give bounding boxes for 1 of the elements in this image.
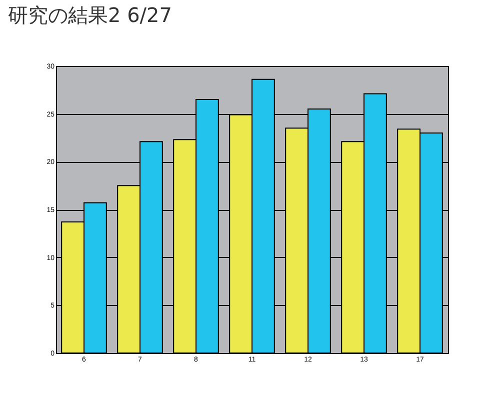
chart-title: 研究の結果2 6/27	[8, 3, 172, 27]
